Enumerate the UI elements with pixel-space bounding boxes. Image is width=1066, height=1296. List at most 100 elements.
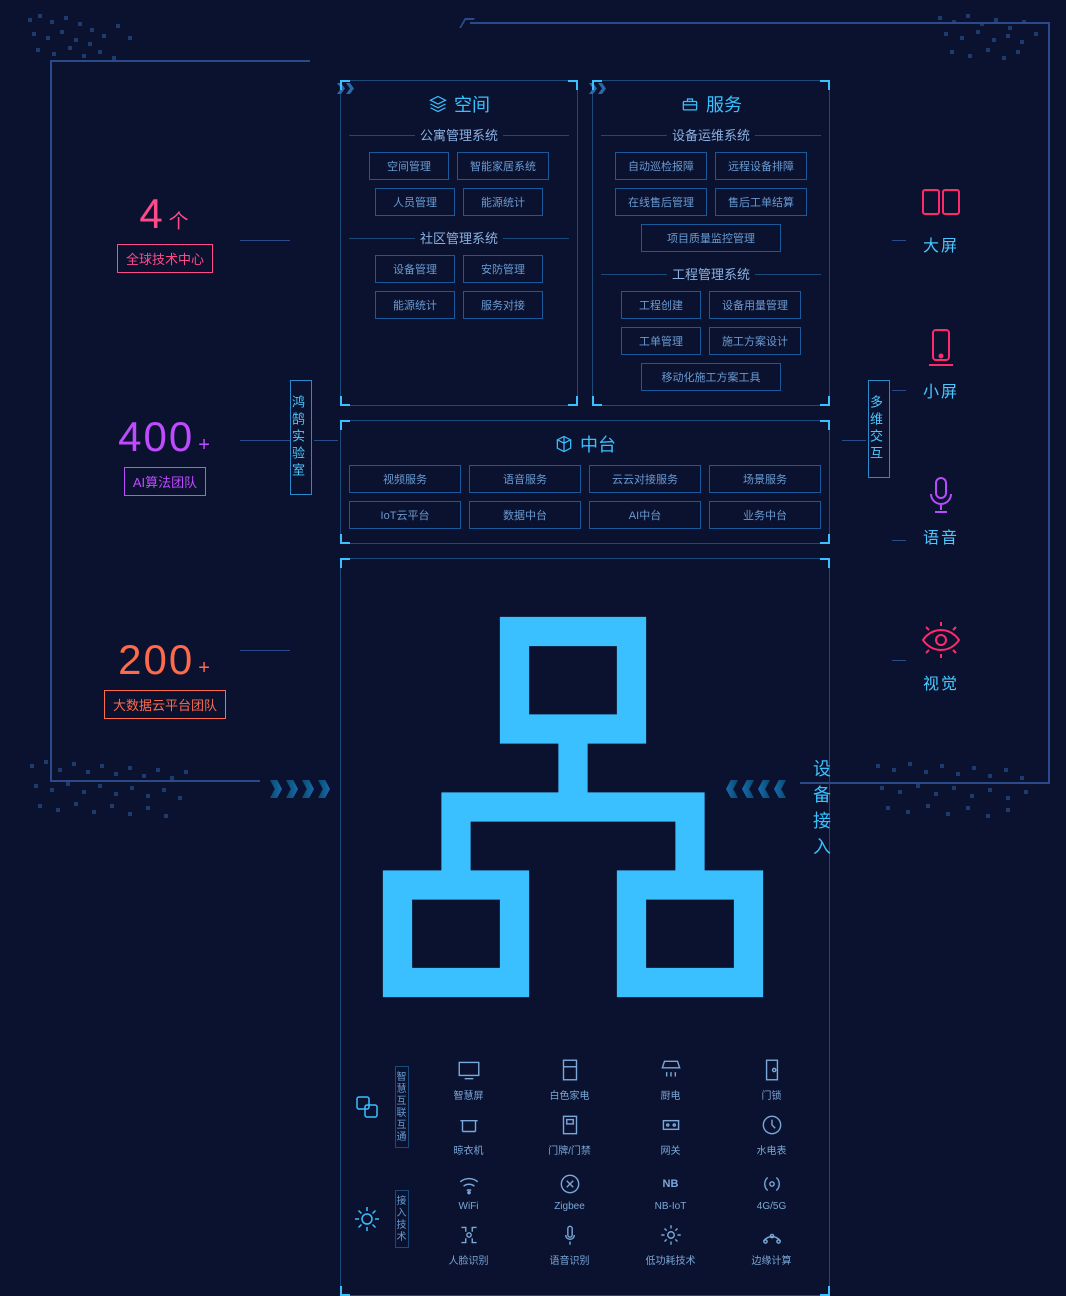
frame-line [50, 60, 310, 62]
chip: 设备用量管理 [709, 291, 801, 319]
layers-icon [428, 94, 448, 114]
chip: IoT云平台 [349, 501, 461, 529]
stat-value: 200 [118, 636, 194, 683]
stat-value: 400 [118, 413, 194, 460]
vlabel-lab: 鸿鹄实验室 [290, 380, 312, 495]
device-item: 边缘计算 [724, 1222, 819, 1267]
panel-device: 设备接入 智慧互联互通 智慧屏 白色家电 厨电 门锁 晾衣机 门牌/门禁 网关 … [340, 558, 830, 1296]
right-outputs: 大屏 小屏 语音 视觉 [906, 180, 976, 694]
device-row-iot: 智慧互联互通 智慧屏 白色家电 厨电 门锁 晾衣机 门牌/门禁 网关 水电表 [351, 1057, 819, 1157]
device-item: 语音识别 [522, 1222, 617, 1267]
dots-bottom-right [846, 754, 1046, 824]
device-row-tech: 接入技术 WiFi Zigbee NBNB-IoT 4G/5G 人脸识别 语音识… [351, 1171, 819, 1267]
device-item: 晾衣机 [421, 1112, 516, 1157]
chip: 服务对接 [463, 291, 543, 319]
chip: 数据中台 [469, 501, 581, 529]
chip: 云云对接服务 [589, 465, 701, 493]
large-screen-icon [919, 180, 963, 224]
device-item: 门牌/门禁 [522, 1112, 617, 1157]
chip: 人员管理 [375, 188, 455, 216]
chip: 移动化施工方案工具 [641, 363, 781, 391]
panel-title: 中台 [349, 431, 821, 457]
stat-label: 全球技术中心 [117, 244, 213, 273]
network-icon [339, 573, 807, 1041]
stat-suffix: 个 [169, 211, 191, 233]
device-item: 厨电 [623, 1057, 718, 1102]
chip: 语音服务 [469, 465, 581, 493]
chip: 工程创建 [621, 291, 701, 319]
frame-line [800, 782, 1050, 784]
output-label: 语音 [906, 524, 976, 548]
output-block: 视觉 [906, 618, 976, 694]
link-icon [351, 1091, 383, 1123]
chip: 在线售后管理 [615, 188, 707, 216]
chip: AI中台 [589, 501, 701, 529]
device-item: WiFi [421, 1171, 516, 1212]
panel-space: 空间 公寓管理系统 空间管理 智能家居系统 人员管理 能源统计 社区管理系统 设… [340, 80, 578, 406]
chip: 空间管理 [369, 152, 449, 180]
connector [892, 660, 906, 661]
stat-suffix: + [198, 657, 212, 679]
subgroup-title: 工程管理系统 [601, 264, 821, 283]
connector [240, 440, 290, 441]
stat-label: 大数据云平台团队 [104, 690, 226, 719]
subgroup-title: 公寓管理系统 [349, 125, 569, 144]
connector [892, 540, 906, 541]
center-area: 空间 公寓管理系统 空间管理 智能家居系统 人员管理 能源统计 社区管理系统 设… [340, 80, 830, 1296]
panel-title-text: 中台 [580, 431, 616, 457]
stat-block: 4个 全球技术中心 [90, 190, 240, 273]
chip: 项目质量监控管理 [641, 224, 781, 252]
connector [842, 440, 866, 441]
subgroup-title: 设备运维系统 [601, 125, 821, 144]
stat-value: 4 [139, 190, 164, 237]
chip: 场景服务 [709, 465, 821, 493]
connector [892, 240, 906, 241]
device-item: 低功耗技术 [623, 1222, 718, 1267]
dots-top-right [896, 10, 1046, 70]
chip: 视频服务 [349, 465, 461, 493]
device-item: 白色家电 [522, 1057, 617, 1102]
frame-line [1048, 22, 1050, 782]
device-sidelabel: 接入技术 [395, 1190, 409, 1248]
device-item: Zigbee [522, 1171, 617, 1212]
device-item: 人脸识别 [421, 1222, 516, 1267]
left-stats: 4个 全球技术中心 400+ AI算法团队 200+ 大数据云平台团队 [90, 190, 240, 859]
panel-title: 设备接入 [351, 573, 819, 1041]
stat-label: AI算法团队 [124, 467, 206, 496]
device-item: 水电表 [724, 1112, 819, 1157]
output-block: 大屏 [906, 180, 976, 256]
frame-line [470, 22, 1050, 24]
subgroup-title: 社区管理系统 [349, 228, 569, 247]
frame-line [50, 60, 52, 780]
chip: 能源统计 [375, 291, 455, 319]
chip: 智能家居系统 [457, 152, 549, 180]
panel-title-text: 设备接入 [813, 755, 831, 859]
device-sidelabel: 智慧互联互通 [395, 1066, 409, 1148]
panel-title: 空间 [349, 91, 569, 117]
output-block: 小屏 [906, 326, 976, 402]
device-item: NBNB-IoT [623, 1171, 718, 1212]
gear-icon [351, 1203, 383, 1235]
panel-service: 服务 设备运维系统 自动巡检报障 远程设备排障 在线售后管理 售后工单结算 项目… [592, 80, 830, 406]
chip: 售后工单结算 [715, 188, 807, 216]
cube-icon [554, 434, 574, 454]
chip: 工单管理 [621, 327, 701, 355]
toolbox-icon [680, 94, 700, 114]
chip: 施工方案设计 [709, 327, 801, 355]
chevrons-left [270, 780, 330, 798]
small-screen-icon [919, 326, 963, 370]
output-label: 大屏 [906, 232, 976, 256]
panel-title: 服务 [601, 91, 821, 117]
voice-icon [919, 472, 963, 516]
device-item: 4G/5G [724, 1171, 819, 1212]
output-block: 语音 [906, 472, 976, 548]
chip: 设备管理 [375, 255, 455, 283]
device-item: 网关 [623, 1112, 718, 1157]
chip: 安防管理 [463, 255, 543, 283]
chip: 能源统计 [463, 188, 543, 216]
chip: 远程设备排障 [715, 152, 807, 180]
panel-title-text: 服务 [706, 91, 742, 117]
stat-suffix: + [198, 434, 212, 456]
stat-block: 200+ 大数据云平台团队 [90, 636, 240, 719]
connector [240, 650, 290, 651]
